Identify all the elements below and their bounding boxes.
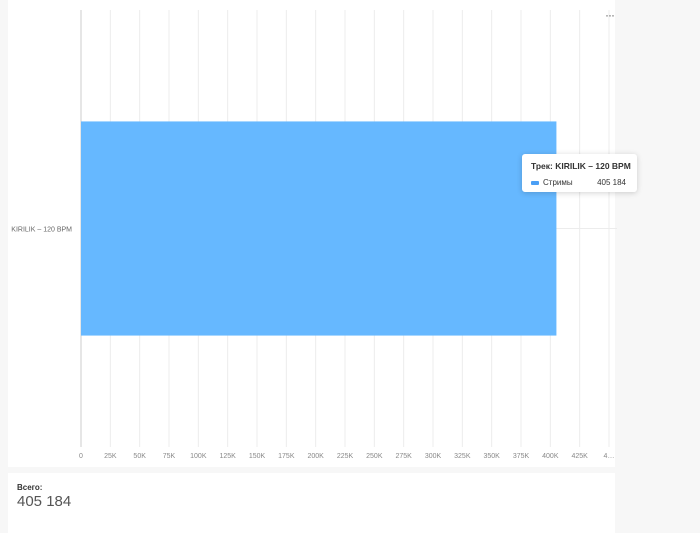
x-tick-label: 100K bbox=[190, 453, 207, 460]
x-tick-label: 75K bbox=[163, 453, 176, 460]
more-menu-icon[interactable]: ··· bbox=[605, 8, 615, 22]
x-tick-label: 400K bbox=[542, 453, 559, 460]
bar bbox=[81, 121, 557, 336]
x-tick-label: 425K bbox=[571, 453, 588, 460]
tooltip-title: Трек: KIRILIK – 120 BPM bbox=[531, 161, 631, 171]
x-tick-label: 225K bbox=[337, 453, 354, 460]
x-tick-label: 25K bbox=[104, 453, 117, 460]
total-value: 405 184 bbox=[17, 493, 72, 510]
x-tick-label: 200K bbox=[307, 453, 324, 460]
x-tick-label: 4… bbox=[604, 453, 615, 460]
series-swatch bbox=[531, 181, 539, 185]
x-tick-label: 0 bbox=[79, 453, 83, 460]
bar-chart: 0 25K 50K 75K 100K 125K 150K 175K 200K 225K 250K 27… bbox=[11, 10, 617, 460]
x-tick-label: 275K bbox=[395, 453, 412, 460]
x-tick-label: 150K bbox=[249, 453, 266, 460]
x-tick-label: 350K bbox=[483, 453, 500, 460]
x-tick-label: 325K bbox=[454, 453, 471, 460]
x-tick-label: 175K bbox=[278, 453, 295, 460]
chart-card: 0 25K 50K 75K 100K 125K 150K 175K 200K 225K 250K 27… bbox=[8, 0, 617, 467]
x-tick-label: 125K bbox=[219, 453, 236, 460]
tooltip-series-name: Стримы bbox=[543, 178, 573, 187]
total-label: Всего: bbox=[17, 483, 43, 492]
x-tick-label: 375K bbox=[513, 453, 530, 460]
tooltip: Трек: KIRILIK – 120 BPM Стримы 405 184 bbox=[522, 154, 637, 192]
x-tick-label: 300K bbox=[425, 453, 442, 460]
x-tick-label: 50K bbox=[133, 453, 146, 460]
x-tick-label: 250K bbox=[366, 453, 383, 460]
total-card: Всего: 405 184 bbox=[8, 473, 615, 533]
tooltip-value: 405 184 bbox=[597, 178, 626, 187]
y-category-label: KIRILIK – 120 BPM bbox=[11, 227, 72, 234]
